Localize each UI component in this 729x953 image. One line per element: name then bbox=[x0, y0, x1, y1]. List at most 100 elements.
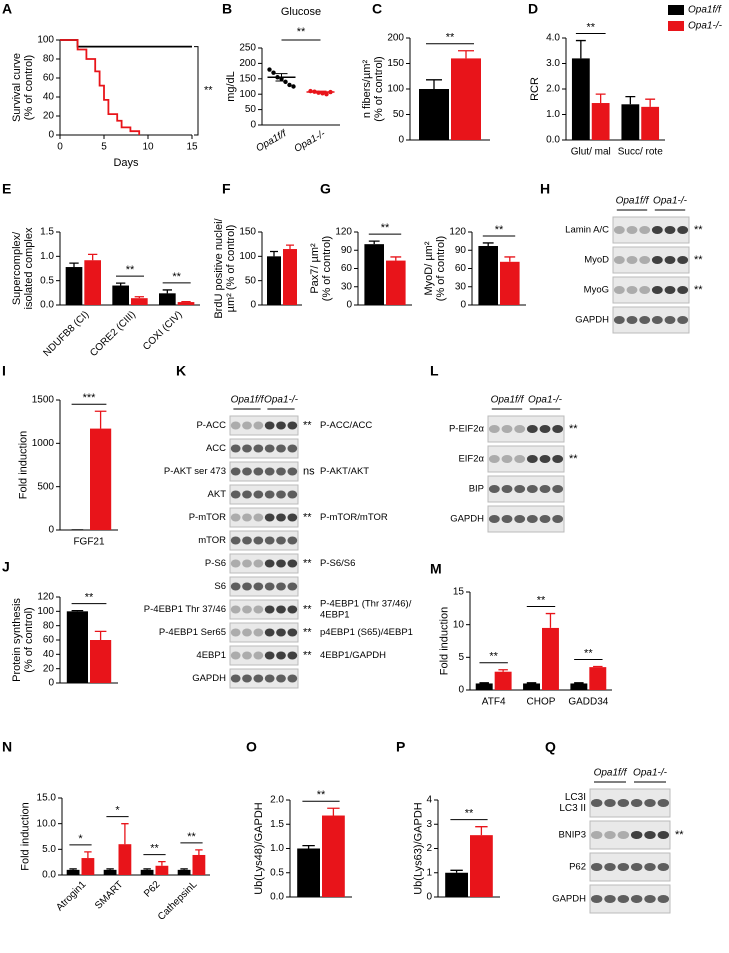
row-label: AKT bbox=[208, 489, 227, 500]
data-point bbox=[271, 70, 276, 75]
blot-band bbox=[677, 286, 689, 294]
blot-band bbox=[630, 831, 643, 839]
blot-strip bbox=[589, 820, 671, 850]
y-tick-label: 0 bbox=[398, 135, 404, 146]
row-note: 4EBP1/GAPDH bbox=[320, 650, 386, 661]
y-axis-label: RCR bbox=[529, 77, 541, 101]
y-tick-label: 120 bbox=[335, 227, 352, 238]
y-tick-label: 150 bbox=[387, 58, 404, 69]
legend-label: Opa1-/- bbox=[688, 21, 723, 32]
y-tick-label: 120 bbox=[449, 227, 466, 238]
blot-band bbox=[664, 286, 676, 294]
blot-band bbox=[604, 799, 616, 807]
row-label: P-S6 bbox=[205, 558, 226, 569]
row-note: P-4EBP1 (Thr 37/46)/ bbox=[320, 599, 412, 610]
y-tick-label: 1.5 bbox=[270, 819, 284, 830]
x-tick-label: CathepsinL bbox=[156, 879, 200, 923]
blot-strip bbox=[612, 216, 690, 244]
significance: ** bbox=[569, 423, 578, 435]
blot-band bbox=[276, 674, 286, 683]
blot-band bbox=[651, 286, 663, 294]
significance: ** bbox=[303, 557, 312, 569]
bar bbox=[112, 285, 129, 305]
blot-band bbox=[514, 455, 526, 463]
y-tick-label: 500 bbox=[37, 481, 54, 492]
blot-band bbox=[664, 316, 676, 324]
y-tick-label: 1.0 bbox=[270, 843, 284, 854]
blot-band bbox=[604, 895, 616, 903]
blot-band bbox=[526, 485, 538, 493]
error-bar bbox=[314, 90, 327, 94]
significance: ** bbox=[150, 843, 159, 855]
row-label: P-4EBP1 Thr 37/46 bbox=[144, 604, 226, 615]
blot-strip bbox=[612, 306, 690, 334]
blot-band bbox=[514, 485, 526, 493]
y-tick-label: 0 bbox=[250, 120, 256, 131]
blot-band bbox=[264, 651, 275, 660]
blot-band bbox=[287, 651, 298, 660]
blot-band bbox=[253, 628, 264, 637]
blot-band bbox=[287, 628, 298, 637]
blot-band bbox=[242, 674, 252, 683]
blot-band bbox=[657, 831, 670, 839]
y-tick-label: 30 bbox=[341, 281, 353, 292]
y-tick-label: 0 bbox=[48, 525, 54, 536]
blot-band bbox=[276, 582, 286, 591]
panel-letter: D bbox=[528, 1, 538, 17]
error-bar bbox=[302, 844, 315, 849]
y-tick-label: 0.5 bbox=[270, 867, 284, 878]
significance: ** bbox=[85, 592, 94, 604]
blot-band bbox=[644, 799, 656, 807]
blot-band bbox=[253, 674, 264, 683]
y-tick-label: 20 bbox=[43, 111, 55, 122]
row-label: BNIP3 bbox=[559, 830, 586, 841]
blot-band bbox=[230, 513, 241, 522]
row-label: P-ACC bbox=[196, 420, 226, 431]
blot-band bbox=[287, 536, 298, 545]
y-axis-label: n fibers/µm² bbox=[361, 60, 373, 119]
blot-band bbox=[287, 674, 298, 683]
blot-band bbox=[552, 455, 564, 463]
blot-band bbox=[276, 444, 286, 453]
y-tick-label: 1000 bbox=[32, 438, 55, 449]
blot-band bbox=[664, 226, 676, 234]
row-label: EIF2α bbox=[458, 454, 484, 465]
panel-letter: B bbox=[222, 1, 232, 17]
error-bar bbox=[134, 296, 144, 299]
row-label: GAPDH bbox=[552, 894, 586, 905]
blot-band bbox=[488, 515, 500, 523]
y-tick-label: 200 bbox=[387, 33, 404, 44]
blot-strip bbox=[229, 645, 299, 666]
row-label: P-4EBP1 Ser65 bbox=[159, 627, 226, 638]
x-tick-label: CHOP bbox=[527, 697, 556, 708]
blot-band bbox=[253, 421, 264, 430]
blot-band bbox=[630, 799, 643, 807]
data-point bbox=[291, 84, 296, 89]
y-axis-label: (% of control) bbox=[23, 55, 35, 120]
bar bbox=[322, 815, 345, 897]
blot-band bbox=[276, 467, 286, 476]
panel-letter: L bbox=[430, 363, 439, 379]
row-label: BIP bbox=[469, 484, 484, 495]
y-tick-label: 80 bbox=[43, 620, 55, 631]
bar bbox=[81, 858, 95, 875]
blot-band bbox=[539, 485, 551, 493]
panel-letter: P bbox=[396, 739, 405, 755]
blot-strip bbox=[229, 507, 299, 528]
y-tick-label: 2.0 bbox=[270, 795, 284, 806]
bar bbox=[103, 869, 117, 875]
row-note: P-mTOR/mTOR bbox=[320, 512, 388, 523]
y-tick-label: 15 bbox=[453, 587, 465, 598]
y-tick-label: 0 bbox=[48, 678, 54, 689]
blot-band bbox=[644, 831, 656, 839]
row-label: MyoG bbox=[584, 285, 609, 296]
error-bar bbox=[270, 250, 278, 257]
panel-letter: K bbox=[176, 363, 186, 379]
y-tick-label: 90 bbox=[341, 245, 353, 256]
y-tick-label: 1.0 bbox=[40, 251, 54, 262]
row-label: GAPDH bbox=[575, 315, 609, 326]
y-axis-label: Fold induction bbox=[18, 431, 30, 500]
error-bar bbox=[504, 256, 516, 262]
blot-band bbox=[287, 444, 298, 453]
